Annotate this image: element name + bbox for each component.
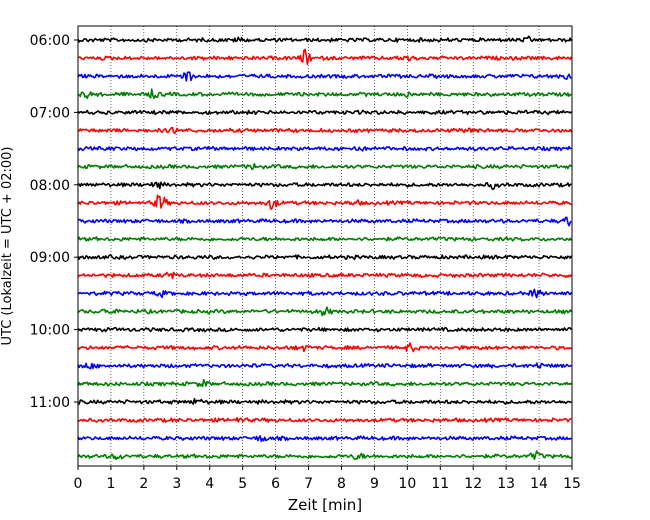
seismic-trace-14 bbox=[77, 288, 573, 299]
y-axis-label: UTC (Lokalzeit = UTC + 02:00) bbox=[0, 147, 15, 346]
seismic-trace-10 bbox=[77, 216, 572, 227]
seismic-traces bbox=[77, 35, 573, 461]
seismic-trace-13 bbox=[77, 271, 573, 280]
x-tick-label: 4 bbox=[205, 476, 214, 492]
seismic-trace-12 bbox=[77, 254, 573, 261]
seismic-trace-15 bbox=[77, 306, 573, 317]
y-axis-ticks: 06:00 07:00 08:00 09:00 10:00 11:00 bbox=[30, 33, 78, 411]
seismic-trace-18 bbox=[77, 362, 572, 370]
y-tick-label: 11:00 bbox=[30, 395, 70, 411]
seismic-trace-21 bbox=[77, 416, 572, 424]
x-tick-label: 7 bbox=[304, 476, 313, 492]
seismic-trace-11 bbox=[77, 236, 573, 242]
x-tick-label: 12 bbox=[464, 476, 482, 492]
y-tick-label: 10:00 bbox=[30, 323, 70, 339]
x-tick-label: 0 bbox=[74, 476, 83, 492]
seismic-trace-23 bbox=[77, 450, 572, 461]
x-tick-label: 2 bbox=[139, 476, 148, 492]
x-tick-label: 11 bbox=[431, 476, 449, 492]
seismic-trace-4 bbox=[77, 109, 572, 116]
seismic-trace-9 bbox=[77, 194, 572, 210]
x-tick-label: 9 bbox=[370, 476, 379, 492]
x-tick-label: 3 bbox=[172, 476, 181, 492]
y-tick-label: 09:00 bbox=[30, 250, 70, 266]
seismic-trace-1 bbox=[77, 48, 573, 66]
seismic-trace-3 bbox=[77, 88, 572, 100]
grid-lines bbox=[110, 26, 540, 466]
y-tick-label: 07:00 bbox=[30, 105, 70, 121]
x-tick-label: 15 bbox=[563, 476, 581, 492]
seismic-trace-0 bbox=[77, 35, 573, 43]
seismic-trace-20 bbox=[77, 397, 572, 405]
x-axis-ticks: 0 1 2 3 4 5 6 7 8 9 10 11 12 13 14 15 bbox=[74, 466, 581, 492]
x-tick-label: 8 bbox=[337, 476, 346, 492]
x-tick-label: 10 bbox=[398, 476, 416, 492]
y-tick-label: 08:00 bbox=[30, 178, 70, 194]
seismic-trace-5 bbox=[77, 126, 573, 135]
seismic-trace-17 bbox=[77, 342, 572, 353]
plot-frame bbox=[77, 25, 573, 467]
seismic-trace-2 bbox=[77, 71, 572, 82]
x-tick-label: 13 bbox=[497, 476, 515, 492]
seismic-trace-19 bbox=[77, 378, 572, 388]
y-tick-label: 06:00 bbox=[30, 33, 70, 49]
x-tick-label: 1 bbox=[106, 476, 115, 492]
seismic-trace-7 bbox=[77, 163, 572, 171]
seismic-trace-16 bbox=[77, 326, 573, 333]
seismic-trace-6 bbox=[77, 145, 572, 152]
x-tick-label: 6 bbox=[271, 476, 280, 492]
x-tick-label: 14 bbox=[530, 476, 548, 492]
seismic-trace-22 bbox=[77, 435, 572, 443]
x-axis-label: Zeit [min] bbox=[288, 496, 362, 514]
seismic-trace-8 bbox=[77, 181, 572, 191]
x-tick-label: 5 bbox=[238, 476, 247, 492]
